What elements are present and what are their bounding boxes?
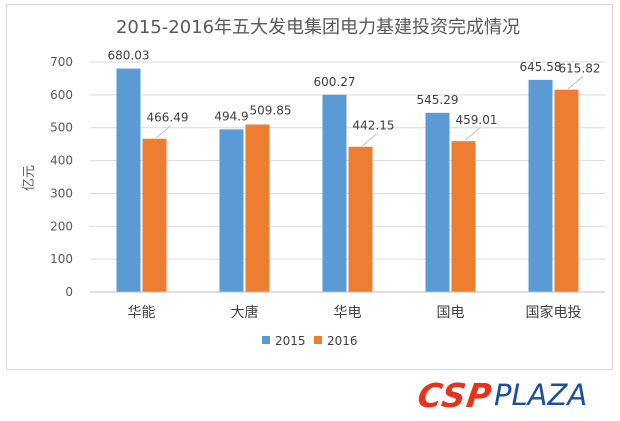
bar [322,94,347,292]
y-tick-label: 300 [50,186,73,200]
leader-line [362,133,377,147]
data-label: 494.9 [214,109,248,123]
chart-title: 2015-2016年五大发电集团电力基建投资完成情况 [116,17,520,38]
legend: 2015 2016 [262,334,358,348]
y-tick-label: 700 [50,55,73,69]
gridlines [90,61,605,260]
data-label: 615.82 [559,62,601,76]
y-tick-label: 400 [50,154,73,168]
y-tick-label: 500 [50,121,73,135]
bar [116,68,141,292]
y-tick-label: 0 [65,285,73,299]
data-label: 509.85 [250,103,292,117]
data-label: 459.01 [456,113,498,127]
legend-label: 2015 [275,334,306,348]
legend-swatch [262,336,270,344]
bar [142,138,167,292]
bar [245,124,270,292]
leader-line [156,125,171,139]
data-label: 645.58 [520,60,562,74]
leader-line [465,127,480,141]
data-label: 466.49 [147,111,189,125]
logo-plaza-text: PLAZA [494,378,588,412]
x-tick-label: 国电 [437,305,465,321]
axes: 0 100 200 300 400 500 600 700 华能 大唐 华电 国电 国家电投 [50,55,605,321]
y-axis-label: 亿元 [22,165,37,191]
y-tick-label: 100 [50,252,73,266]
x-tick-label: 国家电投 [526,304,582,321]
data-label: 680.03 [108,49,150,63]
bar [348,146,373,292]
legend-label: 2016 [327,334,358,348]
legend-swatch [314,336,322,344]
bar [554,89,579,292]
y-tick-label: 200 [50,219,73,233]
y-tick-label: 600 [50,88,73,102]
bar [528,79,553,292]
x-tick-label: 华电 [334,305,362,321]
csp-plaza-logo: CSP PLAZA [415,374,588,416]
x-tick-label: 华能 [128,305,156,321]
data-label: 442.15 [353,119,395,133]
bar [451,141,476,292]
data-label: 600.27 [314,75,356,89]
data-label: 545.29 [417,93,459,107]
leader-line [568,76,583,90]
x-tick-label: 大唐 [231,304,259,321]
bar [425,112,450,292]
logo-csp-text: CSP [415,375,495,415]
chart-frame [6,4,613,370]
bars [116,68,579,292]
bar [219,129,244,292]
data-labels: 680.03 466.49 494.9 509.85 600.27 442.15 545.2… [108,49,601,147]
